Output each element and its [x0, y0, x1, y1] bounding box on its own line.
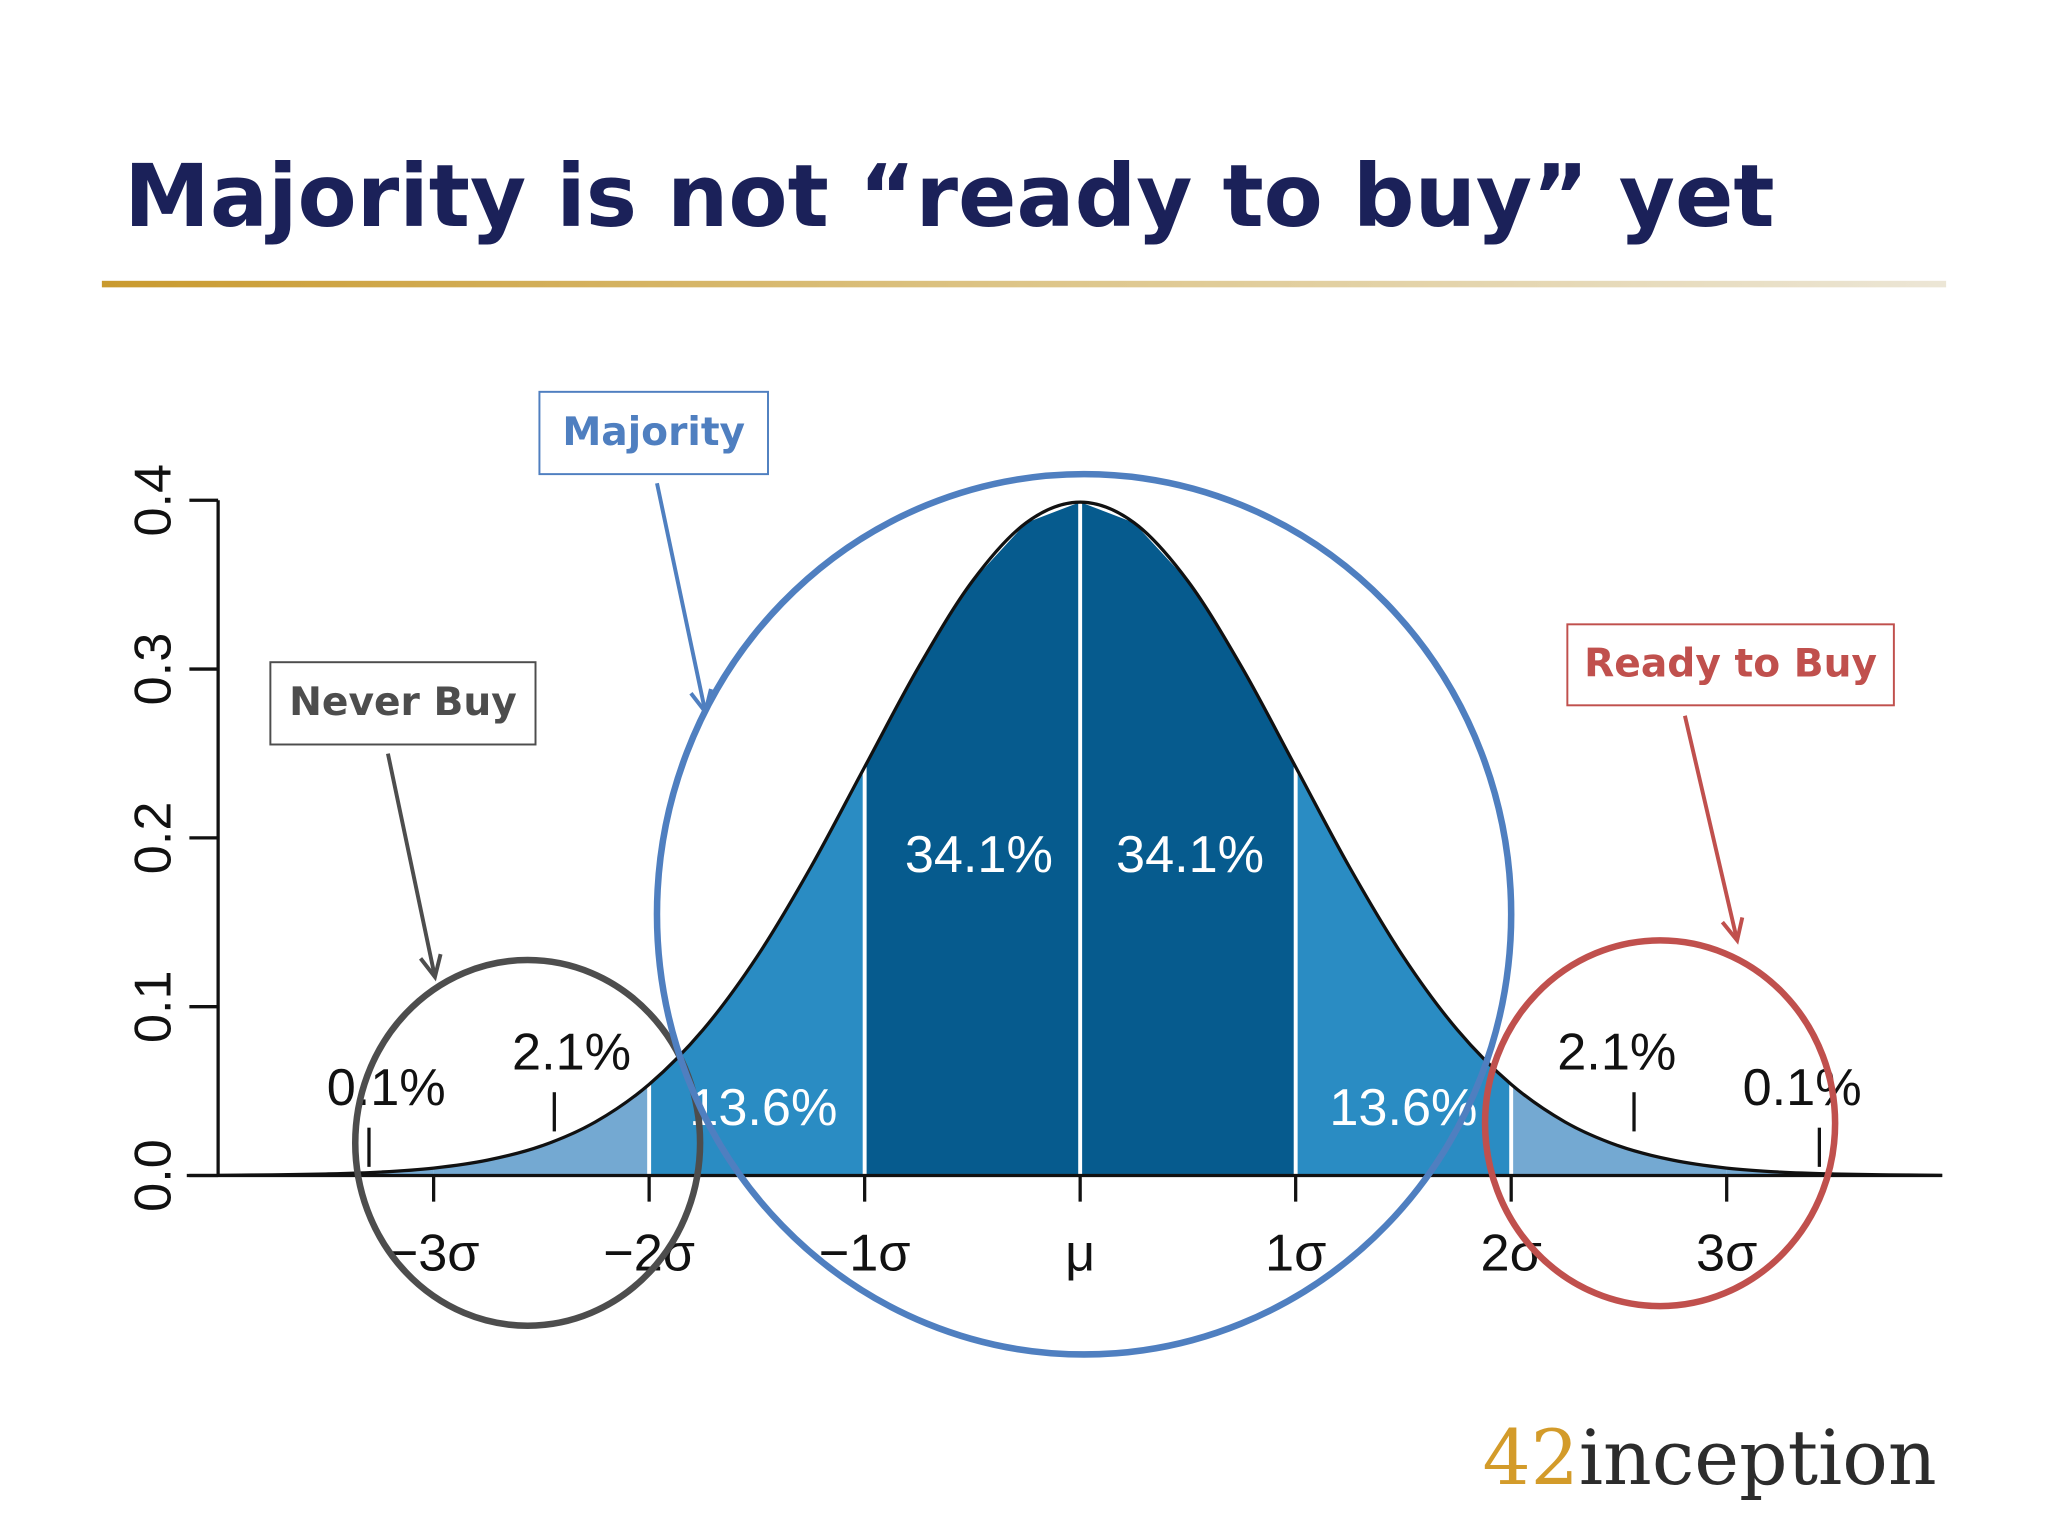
highlight-circle [1481, 937, 1839, 1310]
logo-prefix: 42 [1482, 1414, 1578, 1502]
y-tick-label: 0.4 [125, 464, 183, 537]
annotation-box [269, 661, 537, 746]
y-tick-label: 0.2 [125, 802, 183, 875]
y-tick-label: 0.3 [125, 633, 183, 706]
x-tick-label: −3σ [388, 1224, 480, 1282]
slide-title: Majority is not “ready to buy” yet [124, 147, 1775, 247]
logo-name: inception [1579, 1414, 1937, 1502]
x-tick-label: 2σ [1481, 1224, 1542, 1282]
segment-label: 34.1% [905, 826, 1053, 884]
x-tick-label: 3σ [1696, 1224, 1757, 1282]
annotation-arrow [655, 482, 708, 713]
segment-area [1511, 1084, 1727, 1176]
highlight-circle [653, 470, 1515, 1358]
highlight-circle [352, 956, 704, 1329]
segment-label: 2.1% [1557, 1023, 1676, 1081]
logo: 42inception [1482, 1414, 1936, 1502]
annotation-label: Ready to Buy [1584, 642, 1877, 687]
segment-area [433, 1084, 650, 1176]
annotation-label: Never Buy [289, 680, 517, 725]
plot: 0.1%2.1%13.6%34.1% 34.1%13.6%2.1%0.1%0.00… [125, 390, 1943, 1358]
arrow-head [1720, 917, 1745, 945]
annotation-arrow [1682, 715, 1740, 941]
density-curve [218, 500, 1943, 1177]
segment-label: 2.1% [512, 1023, 631, 1081]
annotation-box [538, 390, 769, 476]
x-tick-label: μ [1065, 1224, 1095, 1282]
y-tick-label: 0.0 [125, 1139, 183, 1212]
segment-label: 34.1% [1116, 826, 1264, 884]
title-rule [101, 280, 1947, 288]
annotation-arrow [386, 753, 437, 978]
x-tick-label: 1σ [1265, 1224, 1326, 1282]
annotation-box [1566, 623, 1895, 707]
segment-label: 0.1% [1743, 1059, 1862, 1117]
y-tick-label: 0.1 [125, 970, 183, 1043]
segment-label: 13.6% [1329, 1079, 1477, 1137]
annotation-label: Majority [562, 410, 745, 455]
arrow-head [689, 688, 713, 717]
segment-label: 0.1% [327, 1059, 446, 1117]
arrow-head [419, 953, 443, 982]
